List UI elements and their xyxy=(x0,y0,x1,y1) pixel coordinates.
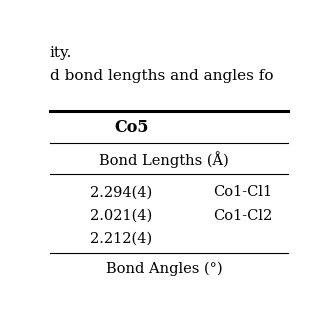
Text: 2.294(4): 2.294(4) xyxy=(90,185,152,199)
Text: ity.: ity. xyxy=(50,46,72,60)
Text: Co1-Cl1: Co1-Cl1 xyxy=(214,185,273,199)
Text: Bond Lengths (Å): Bond Lengths (Å) xyxy=(99,151,229,168)
Text: Bond Angles (°): Bond Angles (°) xyxy=(106,261,222,276)
Text: Co1-Cl2: Co1-Cl2 xyxy=(214,209,273,223)
Text: 2.212(4): 2.212(4) xyxy=(90,231,152,245)
Text: d bond lengths and angles fo: d bond lengths and angles fo xyxy=(50,69,273,83)
Text: 2.021(4): 2.021(4) xyxy=(90,209,152,223)
Text: Co5: Co5 xyxy=(115,119,149,136)
